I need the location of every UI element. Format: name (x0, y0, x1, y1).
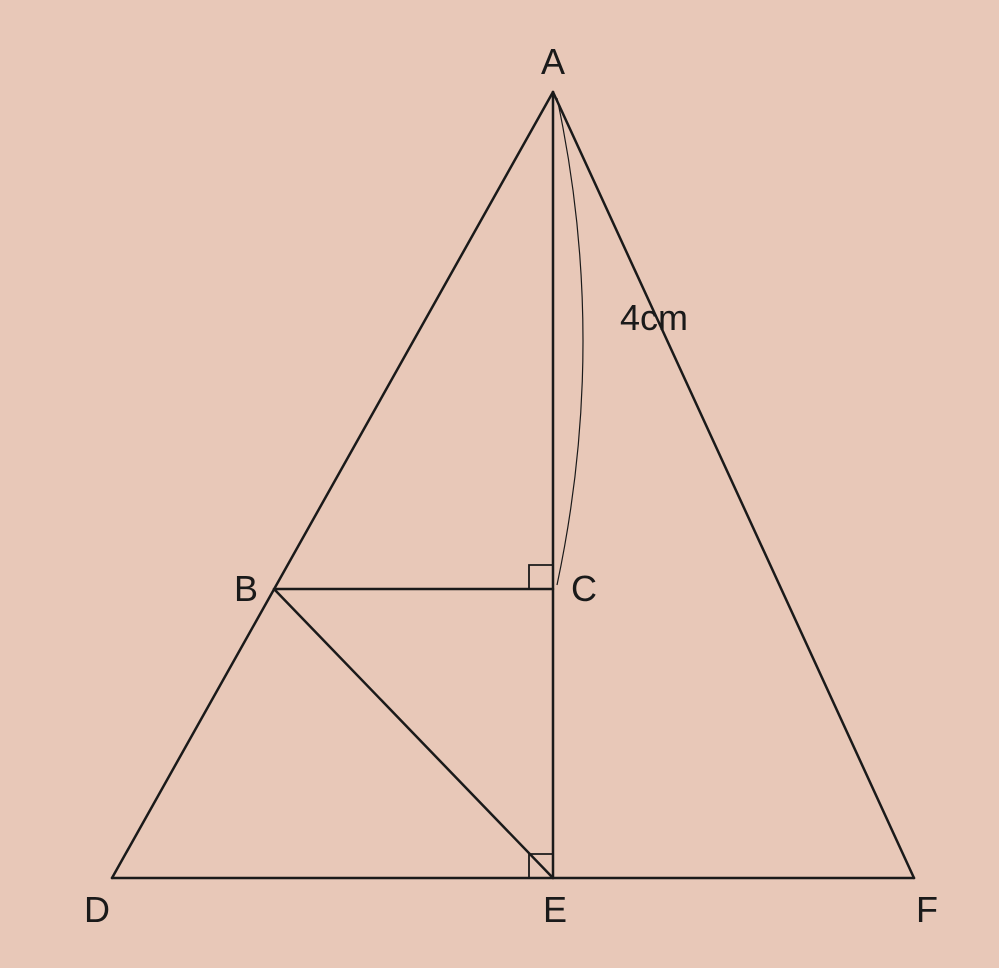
dimension-arc (557, 98, 583, 585)
vertex-label-D: D (84, 889, 110, 930)
vertex-label-E: E (543, 889, 567, 930)
vertex-labels: A B C D E F (84, 41, 938, 930)
edge-AD (112, 92, 553, 878)
dimension-arc-AC (557, 98, 583, 585)
vertex-label-A: A (541, 41, 565, 82)
right-angle-markers (529, 565, 553, 878)
vertex-label-F: F (916, 889, 938, 930)
edge-AF (553, 92, 914, 878)
edges (112, 92, 914, 878)
dimension-label: 4cm (620, 297, 688, 338)
edge-BE (274, 589, 553, 878)
vertex-label-C: C (571, 568, 597, 609)
geometry-diagram: A B C D E F 4cm (0, 0, 999, 968)
right-angle-C (529, 565, 553, 589)
vertex-label-B: B (234, 568, 258, 609)
